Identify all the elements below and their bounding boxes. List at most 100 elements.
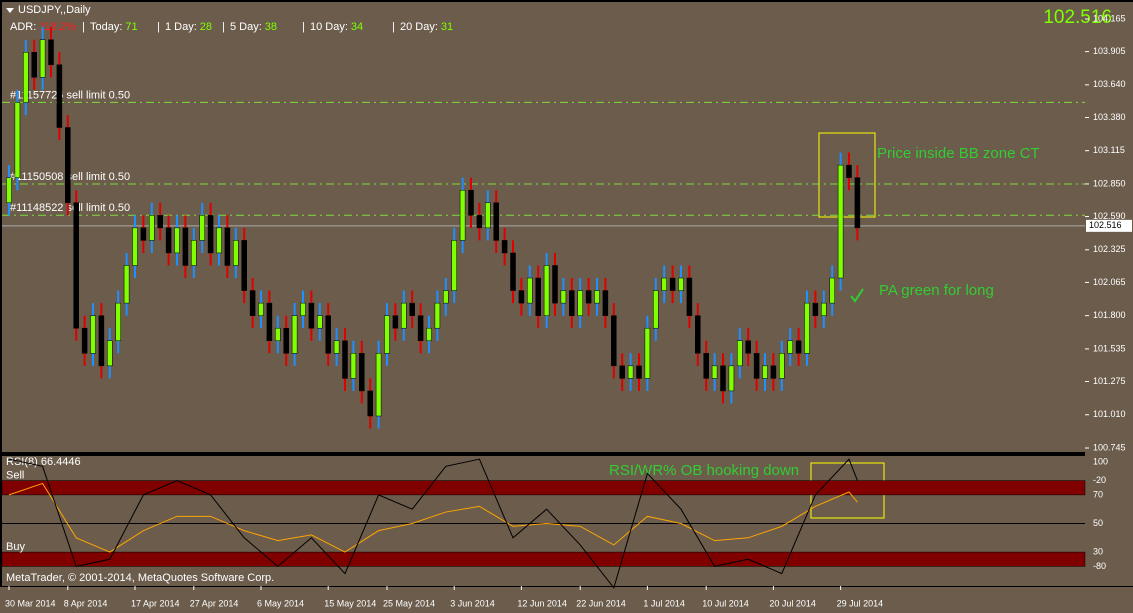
date-label: 27 Apr 2014 xyxy=(190,598,239,608)
separator: | xyxy=(302,21,305,33)
zone-label: Buy xyxy=(6,541,25,553)
date-label: 6 May 2014 xyxy=(257,598,304,608)
bar-body xyxy=(459,189,466,241)
bar-body xyxy=(317,315,323,329)
bar-body xyxy=(417,315,424,342)
bar-body xyxy=(23,51,29,103)
bar-body xyxy=(14,102,21,178)
bar-body xyxy=(485,202,491,229)
bar-body xyxy=(434,302,441,329)
date-label: 20 Jul 2014 xyxy=(769,598,816,608)
date-area xyxy=(0,587,1133,613)
bar-body xyxy=(779,353,785,379)
bar-body xyxy=(451,240,457,291)
bar-body xyxy=(81,327,88,354)
bar-body xyxy=(333,340,340,354)
bar-body xyxy=(350,353,357,379)
bar-body xyxy=(6,177,12,204)
bar-body xyxy=(535,277,541,316)
bar-body xyxy=(594,290,600,304)
bar-body xyxy=(770,365,777,379)
bar-body xyxy=(711,365,718,379)
separator: | xyxy=(222,21,225,33)
stat-label: 5 Day: xyxy=(230,21,262,33)
bar-body xyxy=(325,315,331,354)
header: USDJPY,,Daily ADR: 118.2% Today: 71 1 Day: 28 5… xyxy=(10,4,453,33)
date-label: 3 Jun 2014 xyxy=(450,598,495,608)
stat-label: ADR: xyxy=(10,21,36,33)
wr-line xyxy=(8,458,858,589)
bar-body xyxy=(224,227,231,266)
annotation-box xyxy=(818,132,876,218)
bar-body xyxy=(375,353,382,417)
bar-body xyxy=(669,277,676,291)
bar-body xyxy=(191,240,197,266)
bar-body xyxy=(401,302,407,329)
bar-body xyxy=(300,302,306,316)
bar-body xyxy=(65,127,71,204)
price-tick-label: 104.165 xyxy=(1093,13,1126,23)
bar-body xyxy=(275,327,281,342)
date-label: 8 Apr 2014 xyxy=(64,598,108,608)
date-label: 30 Mar 2014 xyxy=(5,598,56,608)
price-tick-label: 102.065 xyxy=(1093,277,1126,287)
price-tick-label: 102.590 xyxy=(1093,211,1126,221)
bar-body xyxy=(745,340,751,354)
bar-body xyxy=(585,290,592,304)
bar-body xyxy=(720,365,726,392)
bar-body xyxy=(661,277,667,291)
date-label: 12 Jun 2014 xyxy=(517,598,567,608)
price-tick-label: 100.745 xyxy=(1093,442,1126,452)
osc-tick-label: 100 xyxy=(1093,456,1108,466)
date-label: 1 Jul 2014 xyxy=(643,598,685,608)
date-label: 29 Jul 2014 xyxy=(837,598,884,608)
stat-label: 10 Day: xyxy=(310,21,348,33)
bar-body xyxy=(123,265,130,304)
bar-body xyxy=(392,315,399,329)
wr-tick-label: -20 xyxy=(1093,475,1106,485)
bar-body xyxy=(90,315,96,354)
rsi-line xyxy=(8,482,858,553)
stat-value: 31 xyxy=(441,21,453,33)
bar-body xyxy=(543,265,550,316)
price-window xyxy=(2,2,1085,452)
bar-body xyxy=(182,227,189,266)
price-tick-label: 103.380 xyxy=(1093,112,1126,122)
bar-body xyxy=(258,302,264,316)
bar-body xyxy=(39,39,46,78)
bar-body xyxy=(31,51,37,78)
bar-body xyxy=(98,315,105,367)
bar-body xyxy=(644,327,651,379)
bar-body xyxy=(140,227,147,241)
bar-body xyxy=(812,302,819,316)
bar-body xyxy=(266,302,273,341)
current-price-box xyxy=(1086,219,1132,232)
current-price-big: 102.516 xyxy=(1043,7,1112,28)
menu-triangle xyxy=(6,8,14,13)
bar-body xyxy=(207,215,214,254)
stat-label: 20 Day: xyxy=(400,21,438,33)
stat-value: 38 xyxy=(265,21,277,33)
bar-body xyxy=(678,277,684,291)
bar-body xyxy=(686,277,693,316)
bar-body xyxy=(56,64,63,128)
bar-body xyxy=(846,164,852,178)
bar-body xyxy=(569,290,575,316)
bar-body xyxy=(216,227,222,254)
bar-body xyxy=(48,39,54,66)
bar-body xyxy=(636,365,642,379)
separator: | xyxy=(157,21,160,33)
bar-body xyxy=(165,227,172,254)
stat-label: 1 Day: xyxy=(165,21,197,33)
date-label: 10 Jul 2014 xyxy=(702,598,749,608)
bar-body xyxy=(157,215,163,229)
stat-label: Today: xyxy=(90,21,122,33)
bar-body xyxy=(359,353,365,392)
bar-body xyxy=(560,290,567,304)
bar-body xyxy=(493,202,499,241)
price-tick-label: 101.010 xyxy=(1093,409,1126,419)
bar-body xyxy=(510,252,516,291)
bar-body xyxy=(611,315,617,367)
date-label: 22 Jun 2014 xyxy=(576,598,626,608)
price-tick-label: 103.115 xyxy=(1093,145,1125,155)
